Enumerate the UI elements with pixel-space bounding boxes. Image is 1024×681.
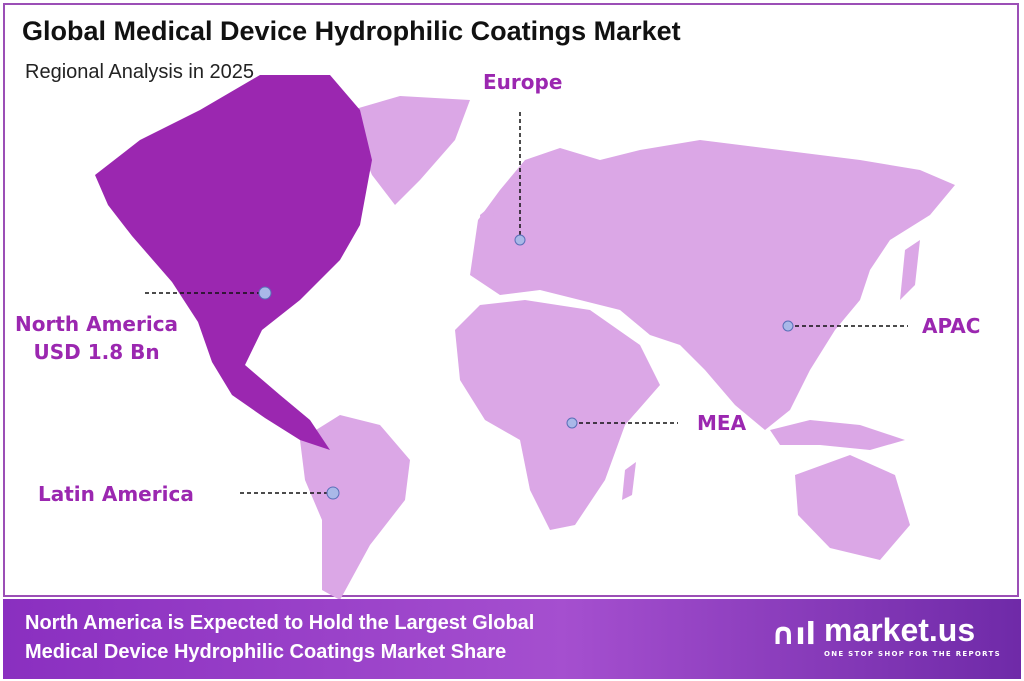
page-subtitle: Regional Analysis in 2025: [25, 61, 255, 83]
label-mea: MEA: [697, 411, 747, 435]
label-latin-america: Latin America: [38, 482, 194, 506]
indonesia: [770, 420, 905, 450]
greenland: [345, 96, 470, 205]
marker-latin-america: [326, 486, 340, 500]
logo-icon: ∩ıl: [771, 617, 816, 652]
label-apac: APAC: [922, 314, 981, 338]
marker-apac: [782, 320, 794, 332]
label-north-america: North America USD 1.8 Bn: [15, 310, 178, 366]
region-value: USD 1.8 Bn: [33, 340, 160, 364]
frame-border: [3, 3, 1019, 597]
madagascar: [622, 462, 636, 500]
south-america: [300, 415, 410, 600]
north-america-region: [95, 75, 372, 450]
market-us-logo: ∩ıl market.us ONE STOP SHOP FOR THE REPO…: [771, 611, 1001, 659]
footer-line-2: Medical Device Hydrophilic Coatings Mark…: [25, 641, 507, 663]
logo-name: market.us: [823, 612, 976, 648]
page-title: Global Medical Device Hydrophilic Coatin…: [22, 16, 681, 46]
label-europe: Europe: [483, 70, 563, 94]
region-name: North America: [15, 312, 179, 336]
eurasia: [470, 140, 955, 430]
footer-text: North America is Expected to Hold the La…: [25, 609, 725, 667]
footer-line-1: North America is Expected to Hold the La…: [25, 612, 535, 634]
africa: [455, 300, 660, 530]
australia: [795, 455, 910, 560]
marker-north-america: [258, 286, 272, 300]
marker-mea: [566, 417, 578, 429]
footer-banner: North America is Expected to Hold the La…: [3, 599, 1021, 679]
japan: [900, 240, 920, 300]
marker-europe: [514, 234, 526, 246]
world-map: [95, 75, 955, 600]
logo-tagline: ONE STOP SHOP FOR THE REPORTS: [823, 650, 1001, 658]
uk: [480, 205, 496, 240]
